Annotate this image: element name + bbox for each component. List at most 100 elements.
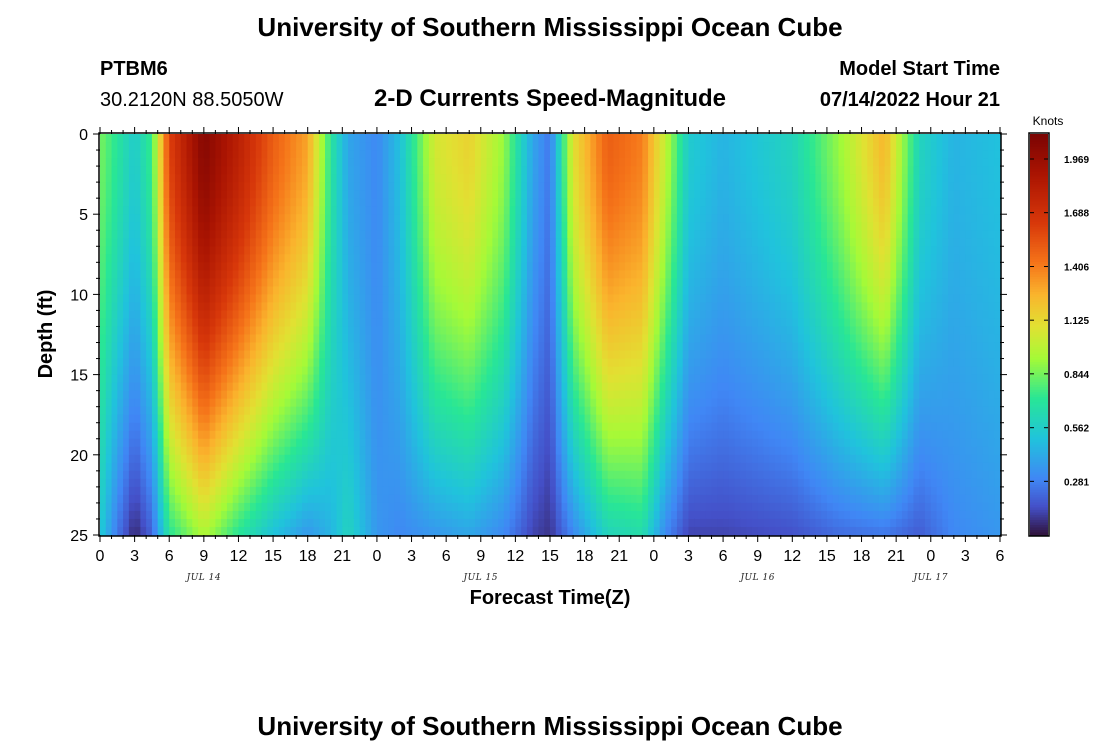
heatmap-cell	[873, 230, 880, 239]
heatmap-cell	[688, 246, 695, 255]
heatmap-cell	[394, 262, 401, 271]
heatmap-cell	[526, 286, 534, 295]
heatmap-cell	[976, 190, 984, 199]
heatmap-cell	[550, 158, 557, 167]
heatmap-cell	[434, 262, 441, 271]
heatmap-cell	[959, 254, 966, 263]
heatmap-cell	[769, 222, 776, 231]
heatmap-cell	[273, 382, 280, 392]
heatmap-cell	[532, 134, 540, 143]
heatmap-cell	[313, 214, 320, 223]
heatmap-cell	[665, 182, 672, 191]
heatmap-cell	[601, 134, 609, 143]
heatmap-cell	[601, 254, 609, 263]
heatmap-cell	[832, 294, 840, 304]
heatmap-cell	[728, 230, 736, 239]
heatmap-cell	[250, 230, 257, 239]
heatmap-cell	[100, 182, 107, 191]
heatmap-cell	[325, 286, 332, 295]
heatmap-cell	[250, 238, 257, 247]
heatmap-cell	[982, 278, 990, 287]
heatmap-cell	[221, 350, 228, 360]
heatmap-cell	[642, 238, 649, 247]
heatmap-cell	[734, 310, 741, 320]
heatmap-cell	[532, 302, 540, 312]
heatmap-cell	[296, 174, 303, 183]
heatmap-cell	[157, 182, 165, 191]
heatmap-cell	[157, 366, 165, 376]
heatmap-cell	[896, 262, 903, 271]
heatmap-cell	[919, 310, 926, 320]
heatmap-cell	[492, 310, 499, 320]
heatmap-cell	[953, 222, 961, 231]
heatmap-cell	[763, 206, 770, 215]
heatmap-cell	[261, 350, 268, 360]
heatmap-cell	[676, 278, 684, 287]
heatmap-cell	[428, 310, 436, 320]
heatmap-cell	[325, 262, 332, 271]
heatmap-cell	[648, 350, 655, 360]
heatmap-cell	[128, 174, 136, 183]
heatmap-cell	[671, 366, 678, 376]
heatmap-cell	[400, 214, 407, 223]
heatmap-cell	[728, 174, 736, 183]
heatmap-cell	[238, 342, 245, 352]
heatmap-cell	[175, 358, 182, 368]
heatmap-cell	[255, 190, 263, 199]
heatmap-cell	[665, 350, 672, 360]
heatmap-cell	[578, 294, 586, 304]
heatmap-cell	[492, 342, 499, 352]
heatmap-cell	[480, 206, 488, 215]
heatmap-cell	[642, 286, 649, 295]
heatmap-cell	[838, 262, 845, 271]
heatmap-cell	[861, 374, 868, 384]
heatmap-cell	[151, 174, 159, 183]
heatmap-cell	[175, 286, 182, 295]
heatmap-cell	[226, 278, 234, 287]
heatmap-cell	[123, 382, 130, 392]
heatmap-cell	[503, 166, 511, 175]
heatmap-cell	[111, 190, 118, 199]
heatmap-cell	[226, 374, 234, 384]
heatmap-cell	[561, 166, 568, 175]
heatmap-cell	[117, 358, 124, 368]
heatmap-cell	[123, 142, 130, 151]
heatmap-cell	[907, 366, 915, 376]
heatmap-cell	[919, 214, 926, 223]
heatmap-cell	[832, 158, 840, 167]
heatmap-cell	[723, 134, 730, 143]
heatmap-cell	[273, 294, 280, 304]
heatmap-cell	[855, 294, 863, 304]
heatmap-cell	[890, 182, 897, 191]
heatmap-cell	[400, 134, 407, 143]
heatmap-cell	[307, 294, 315, 304]
heatmap-cell	[953, 214, 961, 223]
heatmap-cell	[982, 286, 990, 295]
heatmap-cell	[186, 278, 193, 287]
heatmap-cell	[573, 158, 580, 167]
heatmap-cell	[832, 182, 840, 191]
heatmap-cell	[855, 198, 863, 207]
heatmap-cell	[382, 286, 390, 295]
heatmap-cell	[319, 182, 326, 191]
heatmap-cell	[117, 206, 124, 215]
heatmap-cell	[509, 262, 516, 271]
heatmap-cell	[555, 174, 563, 183]
heatmap-cell	[394, 318, 401, 328]
heatmap-cell	[711, 318, 718, 328]
heatmap-cell	[700, 230, 707, 239]
heatmap-cell	[930, 198, 938, 207]
heatmap-cell	[325, 302, 332, 312]
heatmap-cell	[163, 230, 170, 239]
heatmap-cell	[526, 206, 534, 215]
heatmap-cell	[140, 174, 147, 183]
heatmap-cell	[169, 150, 176, 159]
heatmap-cell	[486, 318, 493, 328]
heatmap-cell	[192, 294, 199, 304]
heatmap-cell	[469, 198, 476, 207]
heatmap-cell	[480, 302, 488, 312]
heatmap-cell	[163, 238, 170, 247]
heatmap-cell	[734, 254, 741, 263]
heatmap-cell	[157, 350, 165, 360]
heatmap-cell	[330, 278, 338, 287]
